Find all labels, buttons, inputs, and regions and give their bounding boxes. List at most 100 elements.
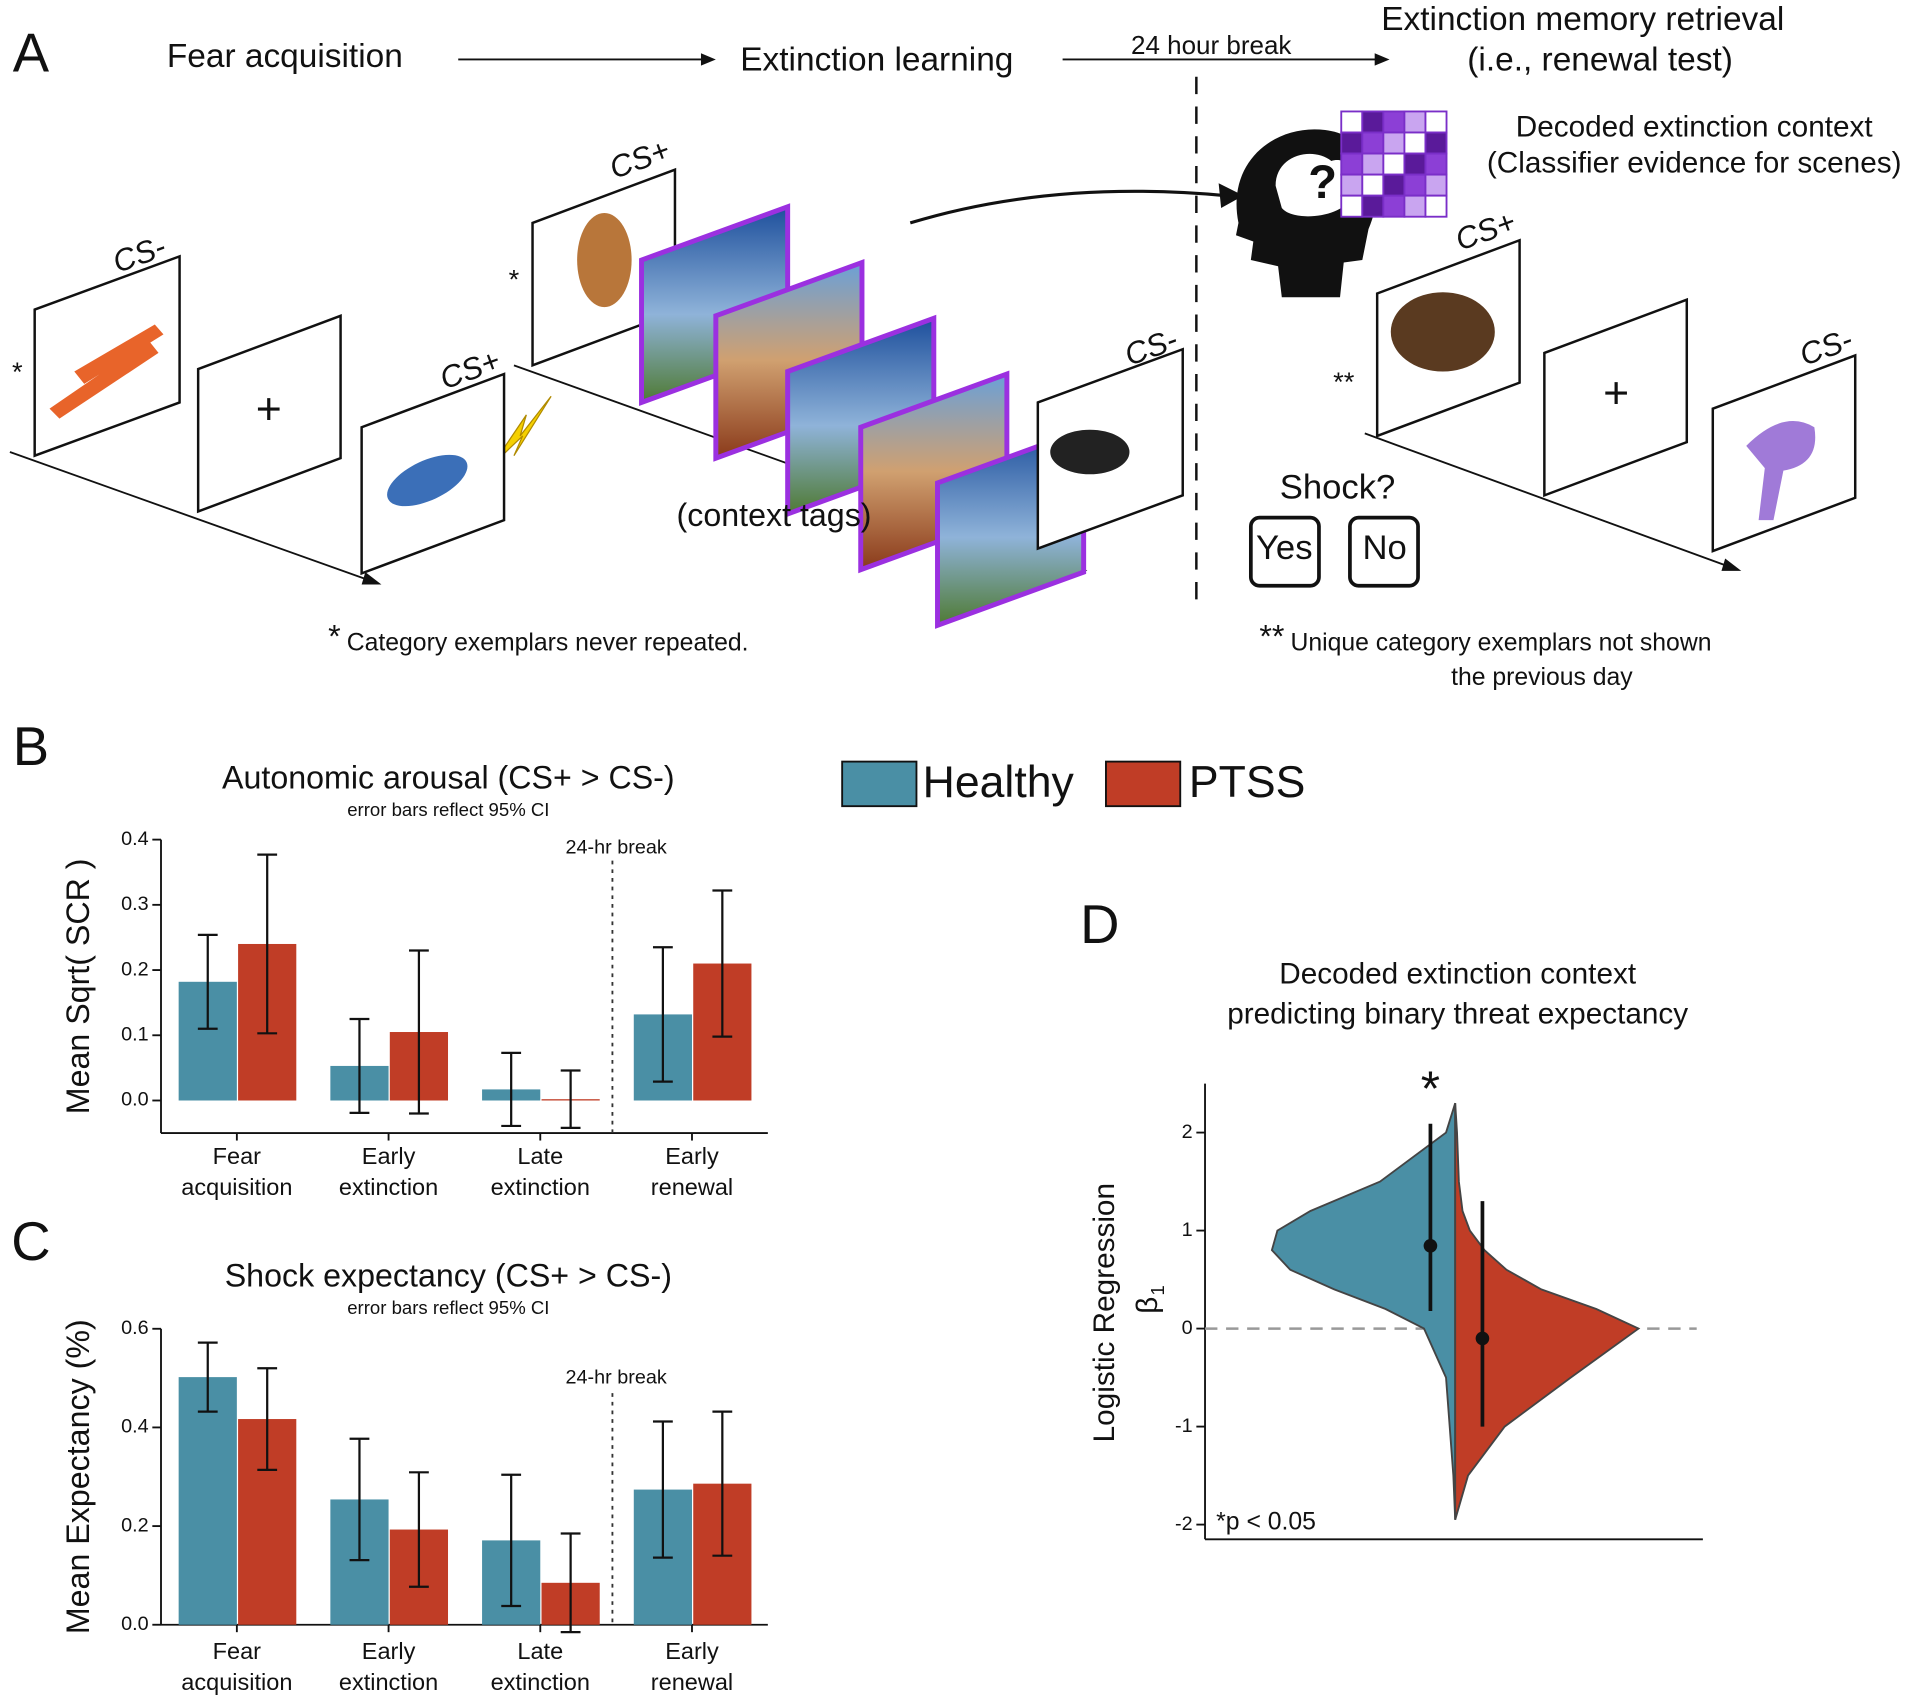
y-tick-label: 0.4 xyxy=(121,1416,149,1438)
stage-label: Fear acquisition xyxy=(167,38,403,75)
decoder-cell xyxy=(1340,152,1364,176)
stimulus-frames xyxy=(33,110,1857,629)
star: * xyxy=(12,356,23,387)
footnote: *p < 0.05 xyxy=(1216,1509,1316,1536)
chart-title: Shock expectancy (CS+ > CS-) xyxy=(225,1258,672,1294)
significance: * xyxy=(1421,1061,1440,1116)
decoder-cell xyxy=(1424,131,1448,155)
decoder-cell xyxy=(1361,194,1385,218)
error-bar xyxy=(501,1473,522,1608)
decoder-cell xyxy=(1340,110,1364,134)
decoder-cell xyxy=(1361,131,1385,155)
note-text: Category exemplars never repeated. xyxy=(347,630,749,657)
bar xyxy=(178,1377,237,1625)
error-bar xyxy=(257,853,278,1035)
error-bar xyxy=(349,1437,370,1562)
error-bar xyxy=(257,1367,278,1471)
note-mark: ** xyxy=(1259,619,1285,655)
legend-label: Healthy xyxy=(923,758,1075,807)
decoder-cell xyxy=(1382,173,1406,197)
response-yes: Yes xyxy=(1256,529,1313,567)
error-bar xyxy=(712,1410,733,1557)
decoder-cell xyxy=(1382,152,1406,176)
decoder-cell xyxy=(1403,110,1427,134)
legend-swatch xyxy=(841,760,918,808)
legend-swatch xyxy=(1105,760,1182,808)
decoder-cell xyxy=(1340,131,1364,155)
decoder-cell xyxy=(1361,152,1385,176)
arrowhead xyxy=(361,572,382,585)
break-annotation: 24-hr break xyxy=(566,1367,667,1389)
chart-subtitle: error bars reflect 95% CI xyxy=(347,799,549,820)
decoder-cell xyxy=(1340,173,1364,197)
break-label: 24 hour break xyxy=(1131,30,1292,60)
x-tick-label: Early renewal xyxy=(651,1143,733,1200)
dog-image xyxy=(577,213,632,308)
decoder-cell xyxy=(1403,131,1427,155)
arrowhead xyxy=(1721,558,1742,571)
y-axis-label: Mean Expectancy (%) xyxy=(60,1319,96,1634)
button-no xyxy=(1348,515,1420,588)
y-tick-label: 0.3 xyxy=(121,893,149,915)
timeline xyxy=(9,451,375,583)
shock-prompt: Shock? xyxy=(1280,468,1396,506)
violin xyxy=(1270,1102,1457,1520)
decoder-cell xyxy=(1361,173,1385,197)
y-tick-label: -1 xyxy=(1175,1415,1193,1437)
error-bar xyxy=(560,1532,581,1634)
violin xyxy=(1454,1103,1641,1520)
arrowhead xyxy=(1218,183,1244,209)
y-tick-label: 0.4 xyxy=(121,828,149,850)
decoder-cell xyxy=(1361,110,1385,134)
decoder-cell xyxy=(1403,173,1427,197)
stage-label: Extinction memory retrieval xyxy=(1381,1,1784,38)
note-text: the previous day xyxy=(1451,664,1633,691)
decoded-label: (Classifier evidence for scenes) xyxy=(1487,147,1902,180)
error-bar xyxy=(501,1051,522,1128)
context-tags: (context tags) xyxy=(677,497,872,533)
bird-image xyxy=(387,454,468,507)
decoder-cell xyxy=(1382,194,1406,218)
y-axis-subscript: 1 xyxy=(1147,1285,1168,1295)
error-bar xyxy=(409,949,429,1115)
response-no: No xyxy=(1362,529,1406,567)
decoder-cell xyxy=(1424,152,1448,176)
decoder-cell xyxy=(1403,152,1427,176)
y-tick-label: 0 xyxy=(1182,1317,1193,1339)
legend-label: PTSS xyxy=(1189,758,1305,807)
y-tick-label: 0.2 xyxy=(121,958,149,980)
timeline xyxy=(1364,432,1735,570)
error-bar xyxy=(652,1420,673,1559)
panel-label: D xyxy=(1080,894,1119,955)
x-tick-label: Fear acquisition xyxy=(181,1143,292,1200)
chart-title: Autonomic arousal (CS+ > CS-) xyxy=(222,760,675,796)
note-mark: * xyxy=(328,619,341,655)
y-tick-label: 0.6 xyxy=(121,1317,149,1339)
curved-arrow xyxy=(909,189,1227,225)
binocular-image xyxy=(1050,429,1130,475)
y-axis-label: Mean Sqrt( SCR ) xyxy=(60,858,96,1114)
fixation: + xyxy=(1603,369,1629,418)
y-tick-label: -2 xyxy=(1175,1513,1193,1535)
decoder-cell xyxy=(1424,110,1448,134)
decoder-cell xyxy=(1424,194,1448,218)
y-tick-label: 0.0 xyxy=(121,1089,149,1111)
brain-icon xyxy=(1275,153,1355,217)
y-axis-symbol: β xyxy=(1131,1297,1164,1314)
x-tick-label: Late extinction xyxy=(491,1638,590,1695)
y-tick-label: 0.1 xyxy=(121,1024,149,1046)
panel-label: B xyxy=(13,716,49,777)
y-axis-label: Logistic Regression xyxy=(1088,1183,1121,1442)
decoded-label: Decoded extinction context xyxy=(1516,111,1874,144)
bison-image xyxy=(1390,292,1495,372)
decoder-cell xyxy=(1382,131,1406,155)
pliers-image xyxy=(49,324,164,419)
decoder-cell xyxy=(1403,194,1427,218)
x-tick-label: Late extinction xyxy=(491,1143,590,1200)
schematic-shapes xyxy=(9,53,1742,607)
y-tick-label: 1 xyxy=(1182,1219,1193,1241)
stage-label: Extinction learning xyxy=(740,42,1013,79)
error-bar xyxy=(197,1341,218,1413)
note-text: Unique category exemplars not shown xyxy=(1290,630,1711,657)
